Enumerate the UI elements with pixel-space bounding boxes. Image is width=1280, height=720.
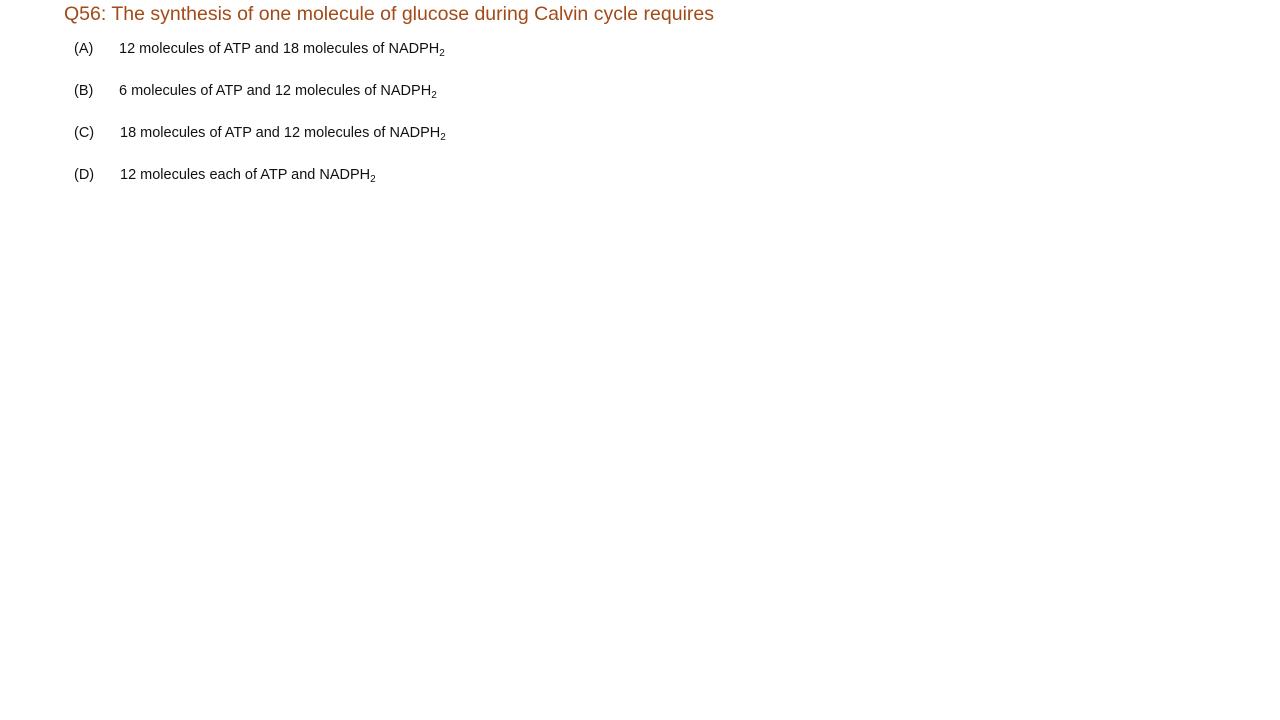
- question-title: Q56: The synthesis of one molecule of gl…: [64, 3, 714, 25]
- option-text-subscript: 2: [370, 174, 376, 185]
- option-letter: (A): [74, 41, 94, 57]
- option-text-body: 12 molecules of ATP and 18 molecules of …: [119, 41, 440, 57]
- option-text-body: 12 molecules each of ATP and NADPH: [120, 167, 371, 183]
- option-letter: (D): [74, 167, 95, 183]
- option-text: 12 molecules of ATP and 18 molecules of …: [119, 39, 445, 59]
- option-text-subscript: 2: [440, 132, 446, 143]
- option-text: 6 molecules of ATP and 12 molecules of N…: [119, 81, 437, 101]
- option-text-subscript: 2: [439, 48, 445, 59]
- option-text-subscript: 2: [431, 90, 437, 101]
- option-text: 12 molecules each of ATP and NADPH2: [120, 165, 376, 185]
- option-text: 18 molecules of ATP and 12 molecules of …: [120, 123, 446, 143]
- option-letter: (C): [74, 125, 95, 141]
- option-letter: (B): [74, 83, 94, 99]
- option-text-body: 6 molecules of ATP and 12 molecules of N…: [119, 83, 432, 99]
- option-text-body: 18 molecules of ATP and 12 molecules of …: [120, 125, 441, 141]
